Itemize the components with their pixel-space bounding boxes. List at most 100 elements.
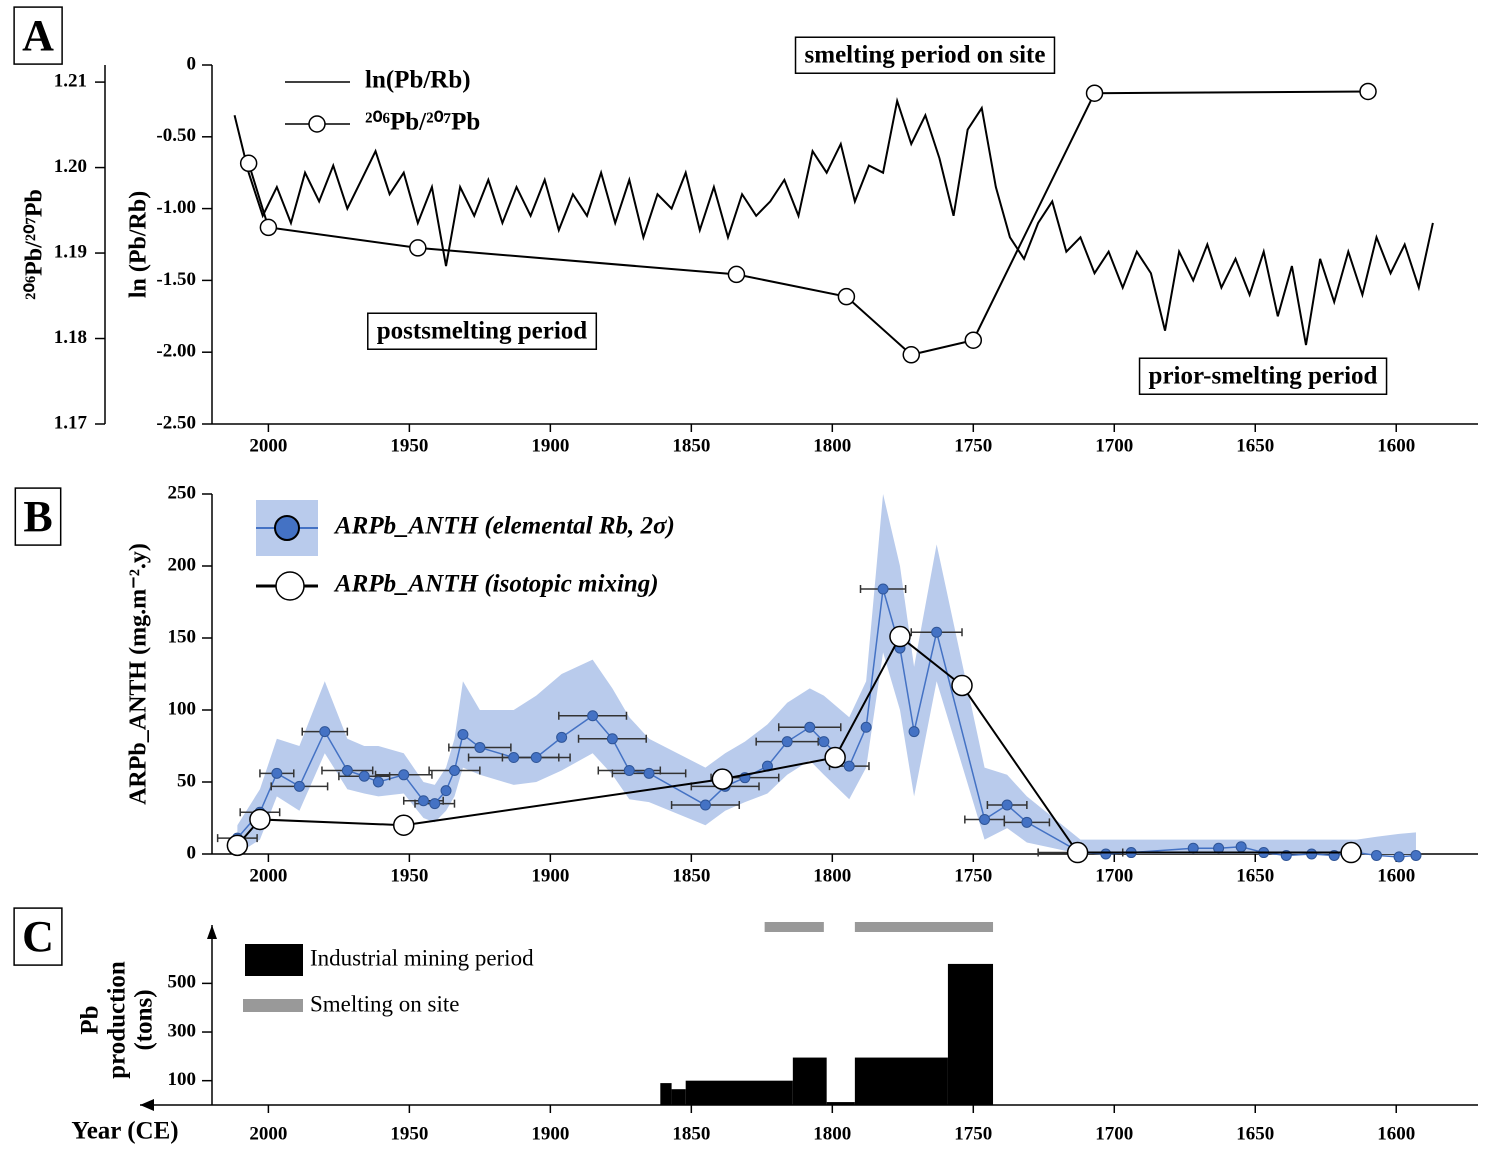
x-tick-label: 1750 [954, 865, 992, 886]
point [556, 731, 568, 743]
annotation: prior-smelting period [1149, 363, 1378, 390]
x-tick-label: 1850 [672, 1123, 710, 1144]
bar [660, 1083, 672, 1105]
point [902, 346, 921, 364]
point [889, 625, 911, 648]
bar [671, 1089, 686, 1105]
y-axis-arrow [207, 925, 217, 939]
point [448, 764, 460, 776]
legend-label: ARPb_ANTH (elemental Rb, 2σ) [333, 513, 675, 540]
y-axis-title: (tons) [131, 989, 158, 1050]
point [1370, 849, 1382, 861]
y2-tick-label: 1.21 [54, 70, 87, 91]
point [372, 776, 384, 788]
y-tick-label: 200 [168, 554, 197, 575]
x-tick-label: 1700 [1095, 1123, 1133, 1144]
point [843, 760, 855, 772]
bar [826, 1102, 855, 1105]
point [837, 287, 856, 306]
point [417, 795, 429, 807]
legend-label: Smelting on site [310, 991, 460, 1016]
series-line [236, 588, 1417, 858]
point [341, 764, 353, 776]
y-tick-label: -2.00 [156, 341, 196, 362]
point [931, 626, 943, 638]
y-axis-title: Pb [77, 1005, 104, 1034]
point [271, 767, 283, 779]
label-box [1138, 357, 1388, 395]
point [964, 331, 983, 349]
point [474, 741, 486, 753]
y-tick-label: 100 [168, 1069, 197, 1090]
legend-label: ²⁰⁶Pb/²⁰⁷Pb [365, 109, 480, 136]
y2-tick-label: 1.18 [54, 327, 87, 348]
label-box [794, 36, 1056, 74]
x-tick-label: 1650 [1236, 1123, 1274, 1144]
point [239, 154, 258, 173]
y2-tick-label: 1.20 [54, 156, 87, 177]
legend-marker [274, 515, 300, 541]
period-bar [764, 922, 824, 932]
x-tick-label: 1900 [531, 865, 569, 886]
y-tick-label: 50 [177, 770, 196, 791]
point [1340, 841, 1362, 864]
point [1021, 816, 1033, 828]
y-tick-label: -1.00 [156, 197, 196, 218]
y-tick-label: 250 [168, 482, 197, 503]
x-tick-label: 1800 [813, 435, 851, 456]
point [623, 764, 635, 776]
x-tick-label: 1600 [1377, 865, 1415, 886]
band [237, 494, 1416, 854]
y-tick-label: -1.50 [156, 269, 196, 290]
legend-label: ARPb_ANTH (isotopic mixing) [333, 571, 659, 598]
point [249, 808, 271, 831]
point [860, 721, 872, 733]
y-tick-label: 0 [187, 53, 197, 74]
point [259, 218, 278, 237]
label-box [367, 312, 598, 350]
x-tick-label: 1600 [1377, 1123, 1415, 1144]
point [1100, 848, 1112, 860]
annotation: smelting period on site [805, 42, 1046, 69]
label-box [13, 6, 63, 65]
panel-label: B [23, 492, 52, 541]
point [1235, 841, 1247, 853]
point [951, 674, 973, 697]
y-tick-label: -2.50 [156, 412, 196, 433]
bar [947, 963, 994, 1105]
y2-tick-label: 1.17 [54, 412, 88, 433]
point [804, 721, 816, 733]
point [908, 726, 920, 738]
x-tick-label: 1800 [813, 865, 851, 886]
point [226, 834, 249, 857]
y-axis-title: ARPb_ANTH (mg.m⁻².y) [126, 543, 152, 805]
x-tick-label: 1700 [1095, 865, 1133, 886]
y-axis-title: ln (Pb/Rb) [126, 191, 152, 298]
point [699, 799, 711, 811]
bar [854, 1057, 948, 1105]
y-tick-label: 100 [168, 698, 197, 719]
point [440, 785, 452, 797]
point [293, 780, 305, 792]
point [319, 726, 331, 738]
x-tick-label: 1900 [531, 1123, 569, 1144]
panel-label: A [22, 11, 54, 60]
y-axis-title: production [104, 961, 131, 1079]
legend-swatch [243, 999, 303, 1012]
point [457, 728, 469, 740]
x-tick-label: 2000 [249, 865, 287, 886]
point [1359, 82, 1377, 101]
x-tick-label: 1650 [1236, 435, 1274, 456]
x-tick-label: 1750 [954, 1123, 992, 1144]
x-tick-label: 1650 [1236, 865, 1274, 886]
point [877, 583, 889, 595]
x-tick-label: 1700 [1095, 435, 1133, 456]
x-tick-label: 1850 [672, 865, 710, 886]
point [711, 768, 734, 790]
x-tick-label: 1600 [1377, 435, 1415, 456]
y-tick-label: 150 [168, 626, 197, 647]
label-box [13, 907, 63, 966]
legend-marker [275, 571, 305, 601]
annotation: postsmelting period [377, 318, 588, 345]
